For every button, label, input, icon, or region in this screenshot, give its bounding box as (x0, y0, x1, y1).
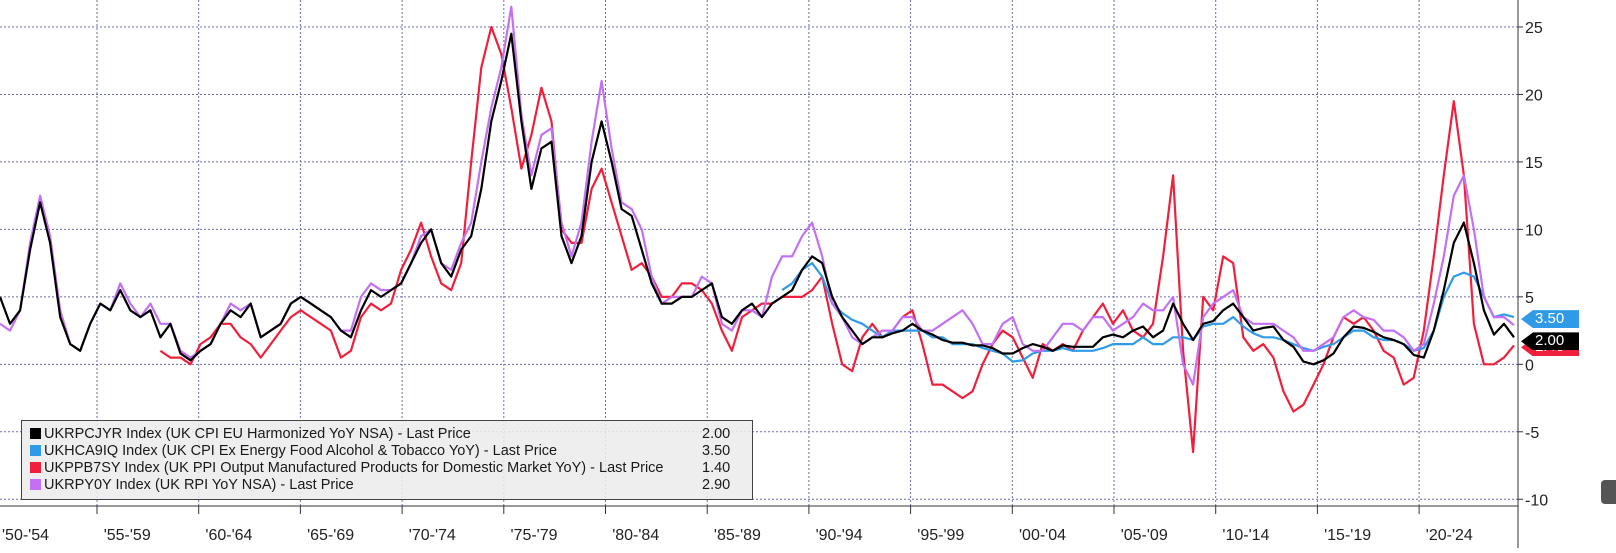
series-line-0 (0, 32, 1515, 366)
x-tick-label: '90-'94 (816, 527, 863, 544)
y-tick-label: 5 (1525, 290, 1534, 307)
end-value-badge-ukhca9iq: 3.50 (1521, 310, 1579, 329)
end-value-badge-ukrpcjyr: 2.00 (1521, 332, 1579, 351)
series-line-2 (159, 25, 1515, 454)
x-tick-label: '75-'79 (511, 527, 558, 544)
y-tick-label: 10 (1525, 222, 1543, 239)
x-tick-label: '60-'64 (205, 527, 252, 544)
y-tick-label: 15 (1525, 155, 1543, 172)
x-tick-label: '10-'14 (1222, 527, 1269, 544)
y-tick-label: -10 (1525, 492, 1548, 509)
legend-swatch-ukhca9iq (30, 445, 41, 456)
legend: UKRPCJYR Index (UK CPI EU Harmonized YoY… (21, 420, 753, 500)
legend-label-ukrpcjyr: UKRPCJYR Index (UK CPI EU Harmonized YoY… (44, 425, 471, 442)
legend-swatch-ukrpy0y (30, 479, 41, 490)
x-tick-label: '05-'09 (1121, 527, 1168, 544)
legend-item-ukrpy0y: UKRPY0Y Index (UK RPI YoY NSA) - Last Pr… (30, 476, 744, 493)
legend-label-ukhca9iq: UKHCA9IQ Index (UK CPI Ex Energy Food Al… (44, 442, 558, 459)
x-tick-label: '85-'89 (714, 527, 761, 544)
legend-item-ukrpcjyr: UKRPCJYR Index (UK CPI EU Harmonized YoY… (30, 425, 744, 442)
x-tick-label: '20-'24 (1426, 527, 1473, 544)
y-tick-label: 25 (1525, 20, 1543, 37)
x-tick-label: '50-'54 (2, 527, 49, 544)
legend-swatch-ukppb7sy (30, 462, 41, 473)
x-tick-label: '70-'74 (409, 527, 456, 544)
legend-value-ukppb7sy: 1.40 (702, 459, 731, 476)
x-tick-label: '65-'69 (307, 527, 354, 544)
y-tick-label: -5 (1525, 425, 1539, 442)
y-tick-label: 20 (1525, 87, 1543, 104)
x-tick-label: '00-'04 (1019, 527, 1066, 544)
x-tick-label: '55-'59 (104, 527, 151, 544)
legend-value-ukrpcjyr: 2.00 (702, 425, 731, 442)
legend-value-ukrpy0y: 2.90 (702, 476, 731, 493)
series-line-3 (0, 5, 1515, 386)
scroll-handle[interactable] (1601, 480, 1616, 504)
x-tick-label: '15-'19 (1324, 527, 1371, 544)
legend-label-ukppb7sy: UKPPB7SY Index (UK PPI Output Manufactur… (44, 459, 664, 476)
series-line-1 (781, 262, 1515, 363)
legend-item-ukppb7sy: UKPPB7SY Index (UK PPI Output Manufactur… (30, 459, 744, 476)
x-tick-label: '80-'84 (612, 527, 659, 544)
legend-value-ukhca9iq: 3.50 (702, 442, 731, 459)
legend-label-ukrpy0y: UKRPY0Y Index (UK RPI YoY NSA) - Last Pr… (44, 476, 354, 493)
legend-swatch-ukrpcjyr (30, 428, 41, 439)
x-tick-label: '95-'99 (917, 527, 964, 544)
legend-item-ukhca9iq: UKHCA9IQ Index (UK CPI Ex Energy Food Al… (30, 442, 744, 459)
y-tick-label: 0 (1525, 357, 1534, 374)
